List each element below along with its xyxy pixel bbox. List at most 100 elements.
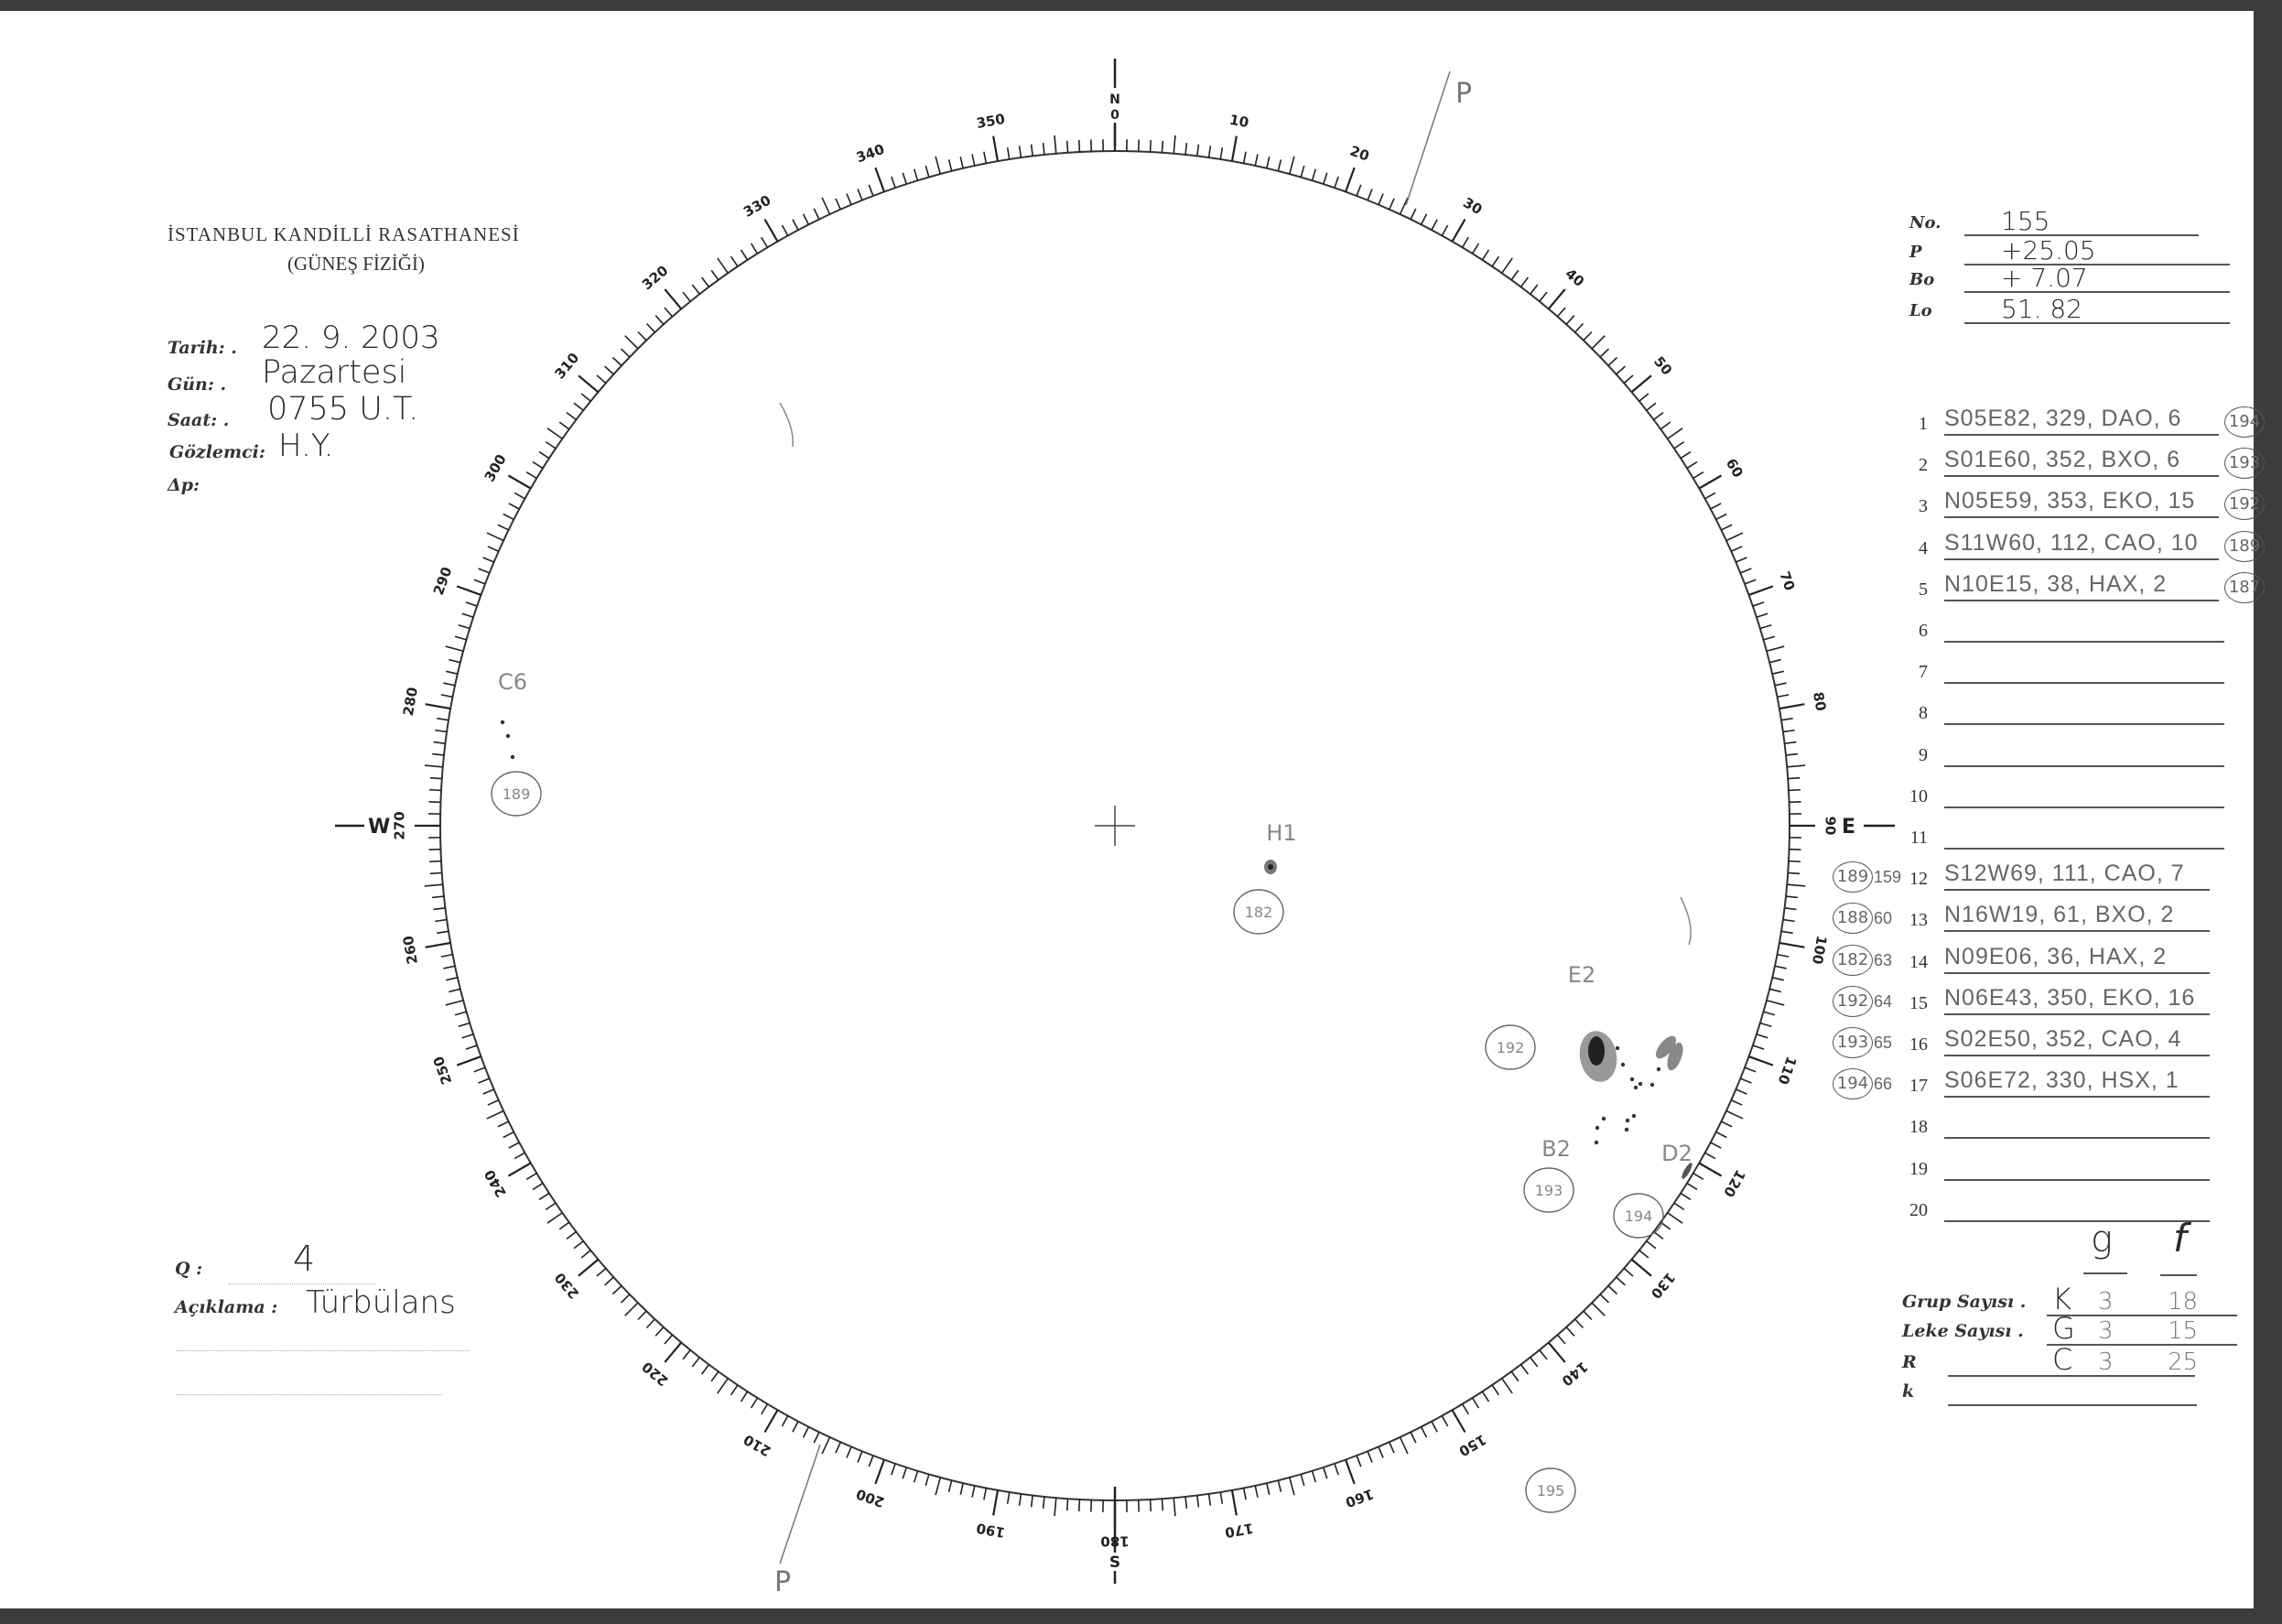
group-circle-number: 182	[1245, 904, 1273, 921]
scale-tick	[503, 513, 514, 521]
scale-tick	[1491, 1384, 1500, 1396]
scale-tick	[525, 471, 537, 480]
group-row-text: N16W19, 61, BXO, 2	[1944, 902, 2175, 928]
scale-tick	[1782, 918, 1795, 923]
scale-tick	[1646, 1240, 1657, 1250]
group-number-circle: 194	[2224, 406, 2265, 438]
parameter-label: No.	[1909, 213, 1941, 233]
scale-tick	[710, 1370, 719, 1382]
scale-tick	[1242, 1488, 1247, 1500]
scale-tick	[1788, 872, 1801, 875]
scale-tick	[1207, 146, 1212, 158]
scale-tick	[482, 1088, 494, 1095]
scale-tick	[1574, 322, 1584, 333]
scale-tick	[1461, 1403, 1469, 1415]
scale-tick	[1018, 1493, 1022, 1506]
group-row-line	[1944, 1012, 2210, 1015]
scale-tick	[461, 612, 474, 619]
scale-tick	[1367, 189, 1373, 200]
scale-tick	[1748, 585, 1774, 596]
scale-tick	[710, 269, 719, 281]
scale-tick	[1399, 1436, 1409, 1455]
group-circle-number: 195	[1537, 1482, 1565, 1499]
group-row-number: 17	[1909, 1076, 1928, 1097]
scale-tick	[1638, 1250, 1649, 1259]
scale-tick	[654, 315, 665, 325]
scale-tick	[1077, 139, 1081, 153]
scale-tick	[503, 1131, 514, 1139]
pencil-mark	[1680, 896, 1692, 946]
scale-tick	[1322, 1467, 1328, 1479]
scale-tick	[1766, 999, 1785, 1006]
scale-tick	[508, 503, 520, 510]
scale-tick	[1784, 907, 1797, 911]
group-class-annotation: H1	[1266, 820, 1296, 846]
scale-tick	[645, 1318, 655, 1329]
scale-tick	[857, 1451, 863, 1463]
scale-tick	[437, 717, 449, 721]
scale-tick	[947, 159, 953, 172]
scale-tick	[1054, 1498, 1057, 1517]
scale-tick	[1219, 1491, 1224, 1504]
scale-label: 240	[481, 1167, 510, 1200]
group-circle-number: 193	[1535, 1182, 1563, 1199]
scale-tick	[432, 895, 445, 899]
observer-value: H.Y.	[278, 428, 334, 464]
scale-tick	[971, 1485, 976, 1498]
scale-tick	[813, 208, 820, 220]
scale-tick	[1787, 764, 1806, 768]
group-row-number: 3	[1919, 496, 1928, 517]
sunspot-pore	[1629, 1077, 1635, 1082]
scale-tick	[454, 1011, 467, 1016]
scale-tick	[874, 167, 885, 192]
sunspot-pore	[1595, 1125, 1600, 1131]
scale-tick	[454, 635, 467, 641]
scale-tick	[435, 729, 448, 733]
group-row-number: 15	[1909, 992, 1928, 1013]
group-row-line	[1944, 723, 2224, 726]
group-row-number: 20	[1909, 1199, 1928, 1220]
scale-tick	[645, 322, 655, 333]
scale-tick	[458, 1022, 470, 1028]
scale-tick	[497, 524, 509, 531]
scale-tick	[486, 1110, 504, 1120]
group-row-line	[1944, 599, 2219, 601]
count-label: Grup Sayısı .	[1902, 1292, 2027, 1312]
sunspot-pore	[1620, 1062, 1626, 1067]
scale-label: 300	[481, 451, 510, 484]
group-row-number: 8	[1919, 703, 1928, 724]
scale-tick	[580, 1250, 591, 1259]
scale-tick	[1630, 374, 1652, 394]
group-row-text: N06E43, 350, EKO, 16	[1944, 984, 2196, 1011]
scale-tick	[1461, 236, 1469, 248]
scale-tick	[874, 1459, 885, 1485]
scale-tick	[465, 1045, 478, 1050]
scale-tick	[750, 1397, 759, 1409]
scale-tick	[1431, 219, 1438, 231]
scale-tick	[1530, 284, 1539, 295]
sunspot	[1682, 1163, 1693, 1179]
scale-tick	[443, 682, 456, 687]
pencil-mark	[779, 402, 794, 448]
group-row-line	[1944, 971, 2210, 974]
sunspot-pore	[1656, 1066, 1661, 1072]
count-letter: K	[2052, 1282, 2071, 1316]
scale-tick	[578, 374, 600, 394]
scale-tick	[1149, 139, 1152, 153]
pole-axis-south	[779, 1444, 821, 1564]
time-value: 0755 U.T.	[267, 391, 419, 428]
scale-tick	[1774, 965, 1787, 969]
observer-label: Gözlemci:	[169, 442, 265, 462]
scale-tick	[440, 694, 453, 698]
group-row-text: N05E59, 353, EKO, 15	[1944, 488, 2196, 514]
pole-label-north: P	[1455, 78, 1472, 110]
group-row-line	[1944, 1219, 2210, 1222]
scale-tick	[1768, 658, 1781, 664]
scale-tick	[1766, 645, 1785, 653]
scale-tick	[473, 579, 486, 585]
scale-tick	[546, 428, 563, 439]
scale-label: 20	[1347, 143, 1371, 165]
scale-tick	[1431, 1421, 1438, 1433]
scale-label: 230	[551, 1270, 582, 1303]
group-row-number: 7	[1919, 662, 1928, 683]
